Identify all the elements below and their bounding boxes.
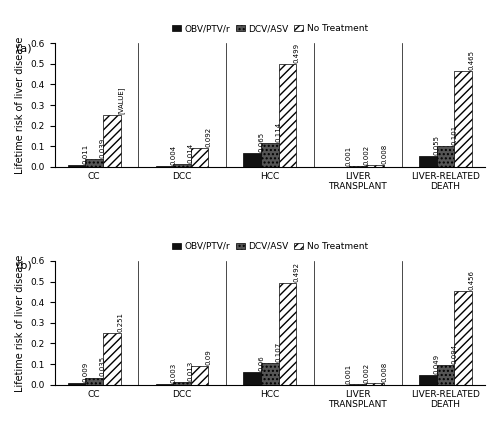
Text: 0.499: 0.499 — [293, 43, 299, 63]
Bar — [68, 165, 86, 167]
Bar — [86, 159, 103, 167]
Bar — [68, 383, 86, 385]
Y-axis label: Lifetime risk of liver disease: Lifetime risk of liver disease — [15, 254, 25, 391]
Text: 0.456: 0.456 — [469, 270, 475, 290]
Bar — [191, 148, 208, 167]
Text: 0.492: 0.492 — [293, 262, 299, 282]
Text: 0.001: 0.001 — [346, 363, 352, 383]
Text: 0.002: 0.002 — [364, 145, 370, 165]
Text: 0.06: 0.06 — [258, 356, 264, 371]
Text: 0.013: 0.013 — [188, 361, 194, 381]
Text: [VALUE]: [VALUE] — [117, 86, 124, 114]
Text: 0.008: 0.008 — [381, 362, 387, 382]
Bar — [366, 383, 384, 385]
Text: 0.107: 0.107 — [276, 341, 281, 362]
Text: 0.011: 0.011 — [82, 143, 88, 164]
Bar — [419, 375, 436, 385]
Text: 0.009: 0.009 — [82, 362, 88, 382]
Text: 0.09: 0.09 — [206, 349, 212, 365]
Bar — [244, 153, 261, 167]
Bar — [454, 71, 472, 167]
Bar — [86, 377, 103, 385]
Bar — [244, 372, 261, 385]
Bar — [103, 115, 120, 167]
Bar — [419, 156, 436, 167]
Text: 0.003: 0.003 — [170, 363, 176, 383]
Bar — [436, 146, 454, 167]
Legend: OBV/PTV/r, DCV/ASV, No Treatment: OBV/PTV/r, DCV/ASV, No Treatment — [168, 20, 372, 36]
Text: (b): (b) — [16, 261, 32, 271]
Bar — [103, 333, 120, 385]
Text: 0.055: 0.055 — [434, 134, 440, 154]
Text: (a): (a) — [16, 43, 32, 53]
Text: 0.002: 0.002 — [364, 363, 370, 383]
Bar — [366, 165, 384, 167]
Text: 0.065: 0.065 — [258, 132, 264, 153]
Y-axis label: Lifetime risk of liver disease: Lifetime risk of liver disease — [15, 36, 25, 174]
Text: 0.001: 0.001 — [346, 145, 352, 166]
Legend: OBV/PTV/r, DCV/ASV, No Treatment: OBV/PTV/r, DCV/ASV, No Treatment — [168, 238, 372, 254]
Text: 0.008: 0.008 — [381, 144, 387, 164]
Text: 0.004: 0.004 — [170, 145, 176, 165]
Text: 0.035: 0.035 — [100, 356, 106, 377]
Bar — [278, 64, 296, 167]
Bar — [261, 363, 278, 385]
Bar — [278, 283, 296, 385]
Bar — [261, 143, 278, 167]
Bar — [436, 365, 454, 385]
Text: 0.114: 0.114 — [276, 122, 281, 142]
Text: 0.251: 0.251 — [118, 312, 124, 332]
Bar — [454, 291, 472, 385]
Bar — [173, 382, 191, 385]
Text: 0.101: 0.101 — [452, 125, 458, 145]
Bar — [173, 164, 191, 167]
Text: 0.039: 0.039 — [100, 137, 106, 158]
Bar — [191, 366, 208, 385]
Text: 0.049: 0.049 — [434, 354, 440, 374]
Text: 0.465: 0.465 — [469, 50, 475, 70]
Text: 0.092: 0.092 — [206, 127, 212, 147]
Text: 0.094: 0.094 — [452, 344, 458, 364]
Bar — [156, 166, 173, 167]
Bar — [156, 384, 173, 385]
Text: 0.014: 0.014 — [188, 143, 194, 163]
